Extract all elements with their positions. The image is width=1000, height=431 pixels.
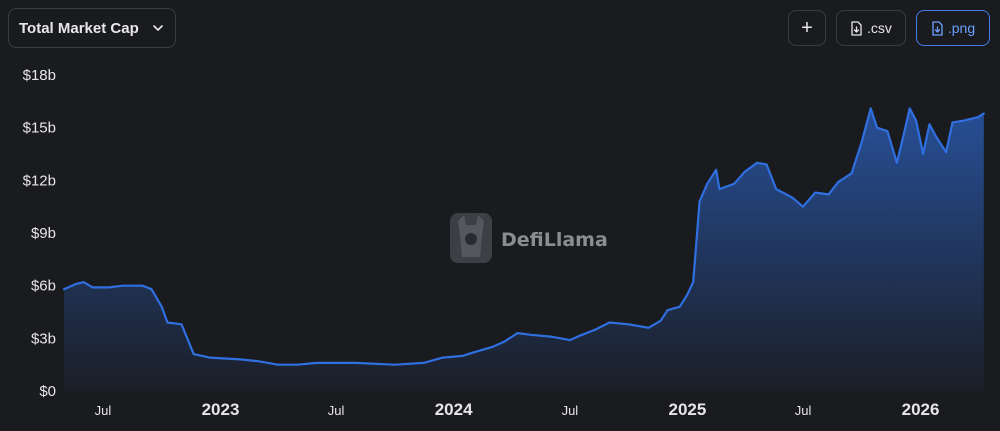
file-download-icon bbox=[931, 20, 944, 36]
x-tick-label: 2025 bbox=[669, 400, 707, 419]
y-tick-label: $0 bbox=[39, 383, 56, 400]
y-axis: $0 $3b $6b $9b $12b $15b $18b bbox=[23, 67, 56, 400]
x-tick-label: 2023 bbox=[202, 400, 240, 419]
y-tick-label: $3b bbox=[31, 330, 56, 347]
y-tick-label: $6b bbox=[31, 278, 56, 295]
market-cap-chart: DefiLlama $0 $3b $6b $9b $12b $15b $18b Jul 202… bbox=[23, 67, 985, 419]
x-tick-label: Jul bbox=[328, 403, 345, 418]
x-tick-label: Jul bbox=[562, 403, 579, 418]
file-download-icon bbox=[850, 20, 863, 36]
y-tick-label: $9b bbox=[31, 225, 56, 242]
x-tick-label: Jul bbox=[95, 403, 112, 418]
csv-label: .csv bbox=[867, 20, 892, 36]
x-tick-label: 2026 bbox=[902, 400, 940, 419]
series-line bbox=[62, 107, 985, 366]
y-tick-label: $15b bbox=[23, 120, 56, 137]
y-tick-label: $12b bbox=[23, 172, 56, 189]
plus-icon: + bbox=[801, 16, 813, 39]
llama-logo-icon bbox=[450, 213, 492, 263]
x-axis: Jul 2023 Jul 2024 Jul 2025 Jul 2026 bbox=[95, 400, 940, 419]
watermark: DefiLlama bbox=[450, 213, 608, 263]
chevron-down-icon bbox=[151, 21, 165, 35]
add-metric-button[interactable]: + bbox=[788, 10, 826, 46]
series-area bbox=[64, 108, 984, 392]
series-market-cap bbox=[62, 107, 985, 392]
y-tick-label: $18b bbox=[23, 67, 56, 84]
metric-select[interactable]: Total Market Cap bbox=[8, 8, 176, 48]
metric-select-label: Total Market Cap bbox=[19, 19, 139, 37]
x-tick-label: 2024 bbox=[435, 400, 473, 419]
png-label: .png bbox=[947, 20, 976, 36]
x-tick-label: Jul bbox=[795, 403, 812, 418]
download-png-button[interactable]: .png bbox=[916, 10, 990, 46]
watermark-text: DefiLlama bbox=[501, 229, 608, 251]
download-csv-button[interactable]: .csv bbox=[836, 10, 906, 46]
chart-toolbar: Total Market Cap + .csv .png bbox=[0, 0, 1000, 60]
